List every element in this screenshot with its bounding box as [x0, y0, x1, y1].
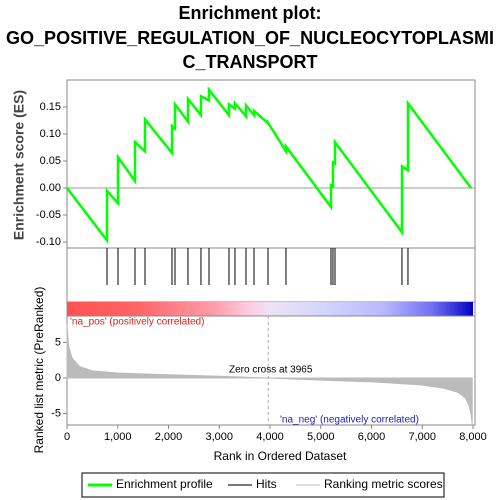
es-line — [66, 86, 473, 245]
title-line: GO_POSITIVE_REGULATION_OF_NUCLEOCYTOPLAS… — [6, 28, 494, 48]
x-tick-label: 8,000 — [459, 431, 487, 443]
legend — [81, 472, 445, 498]
metric-area — [66, 324, 473, 424]
pos-label: 'na_pos' (positively correlated) — [70, 317, 204, 328]
title-line: Enrichment plot: — [179, 3, 322, 23]
x-axis-label: Rank in Ordered Dataset — [214, 449, 347, 463]
y-tick-label: 0.00 — [40, 182, 61, 194]
y2-tick-label: 0 — [55, 372, 61, 384]
y-tick-label: 0.10 — [40, 128, 61, 140]
x-tick-label: 2,000 — [155, 431, 183, 443]
plot-frame — [66, 79, 476, 426]
title-line: C_TRANSPORT — [182, 52, 317, 72]
y-tick-label: 0.05 — [40, 155, 61, 167]
x-tick-label: 7,000 — [408, 431, 436, 443]
y-tick-label: -0.10 — [36, 236, 61, 248]
y2-tick-label: -5 — [51, 408, 61, 420]
x-tick-label: 5,000 — [307, 431, 335, 443]
x-tick-label: 6,000 — [358, 431, 386, 443]
x-tick-label: 3,000 — [205, 431, 233, 443]
zero-cross-label: Zero cross at 3965 — [229, 365, 313, 376]
y-tick-label: -0.05 — [36, 209, 61, 221]
legend-label: Ranking metric scores — [324, 477, 443, 491]
neg-label: 'na_neg' (negatively correlated) — [280, 415, 419, 426]
x-tick-label: 1,000 — [104, 431, 132, 443]
y-axis-label: Enrichment score (ES) — [11, 90, 27, 240]
legend-label: Hits — [256, 477, 277, 491]
x-tick-label: 4,000 — [256, 431, 284, 443]
y-tick-label: 0.15 — [40, 101, 61, 113]
legend-label: Enrichment profile — [116, 477, 213, 491]
color-bar — [67, 302, 473, 316]
y2-tick-label: 5 — [55, 336, 61, 348]
x-tick-label: 0 — [64, 431, 70, 443]
y2-axis-label: Ranked list metric (PreRanked) — [32, 287, 46, 454]
